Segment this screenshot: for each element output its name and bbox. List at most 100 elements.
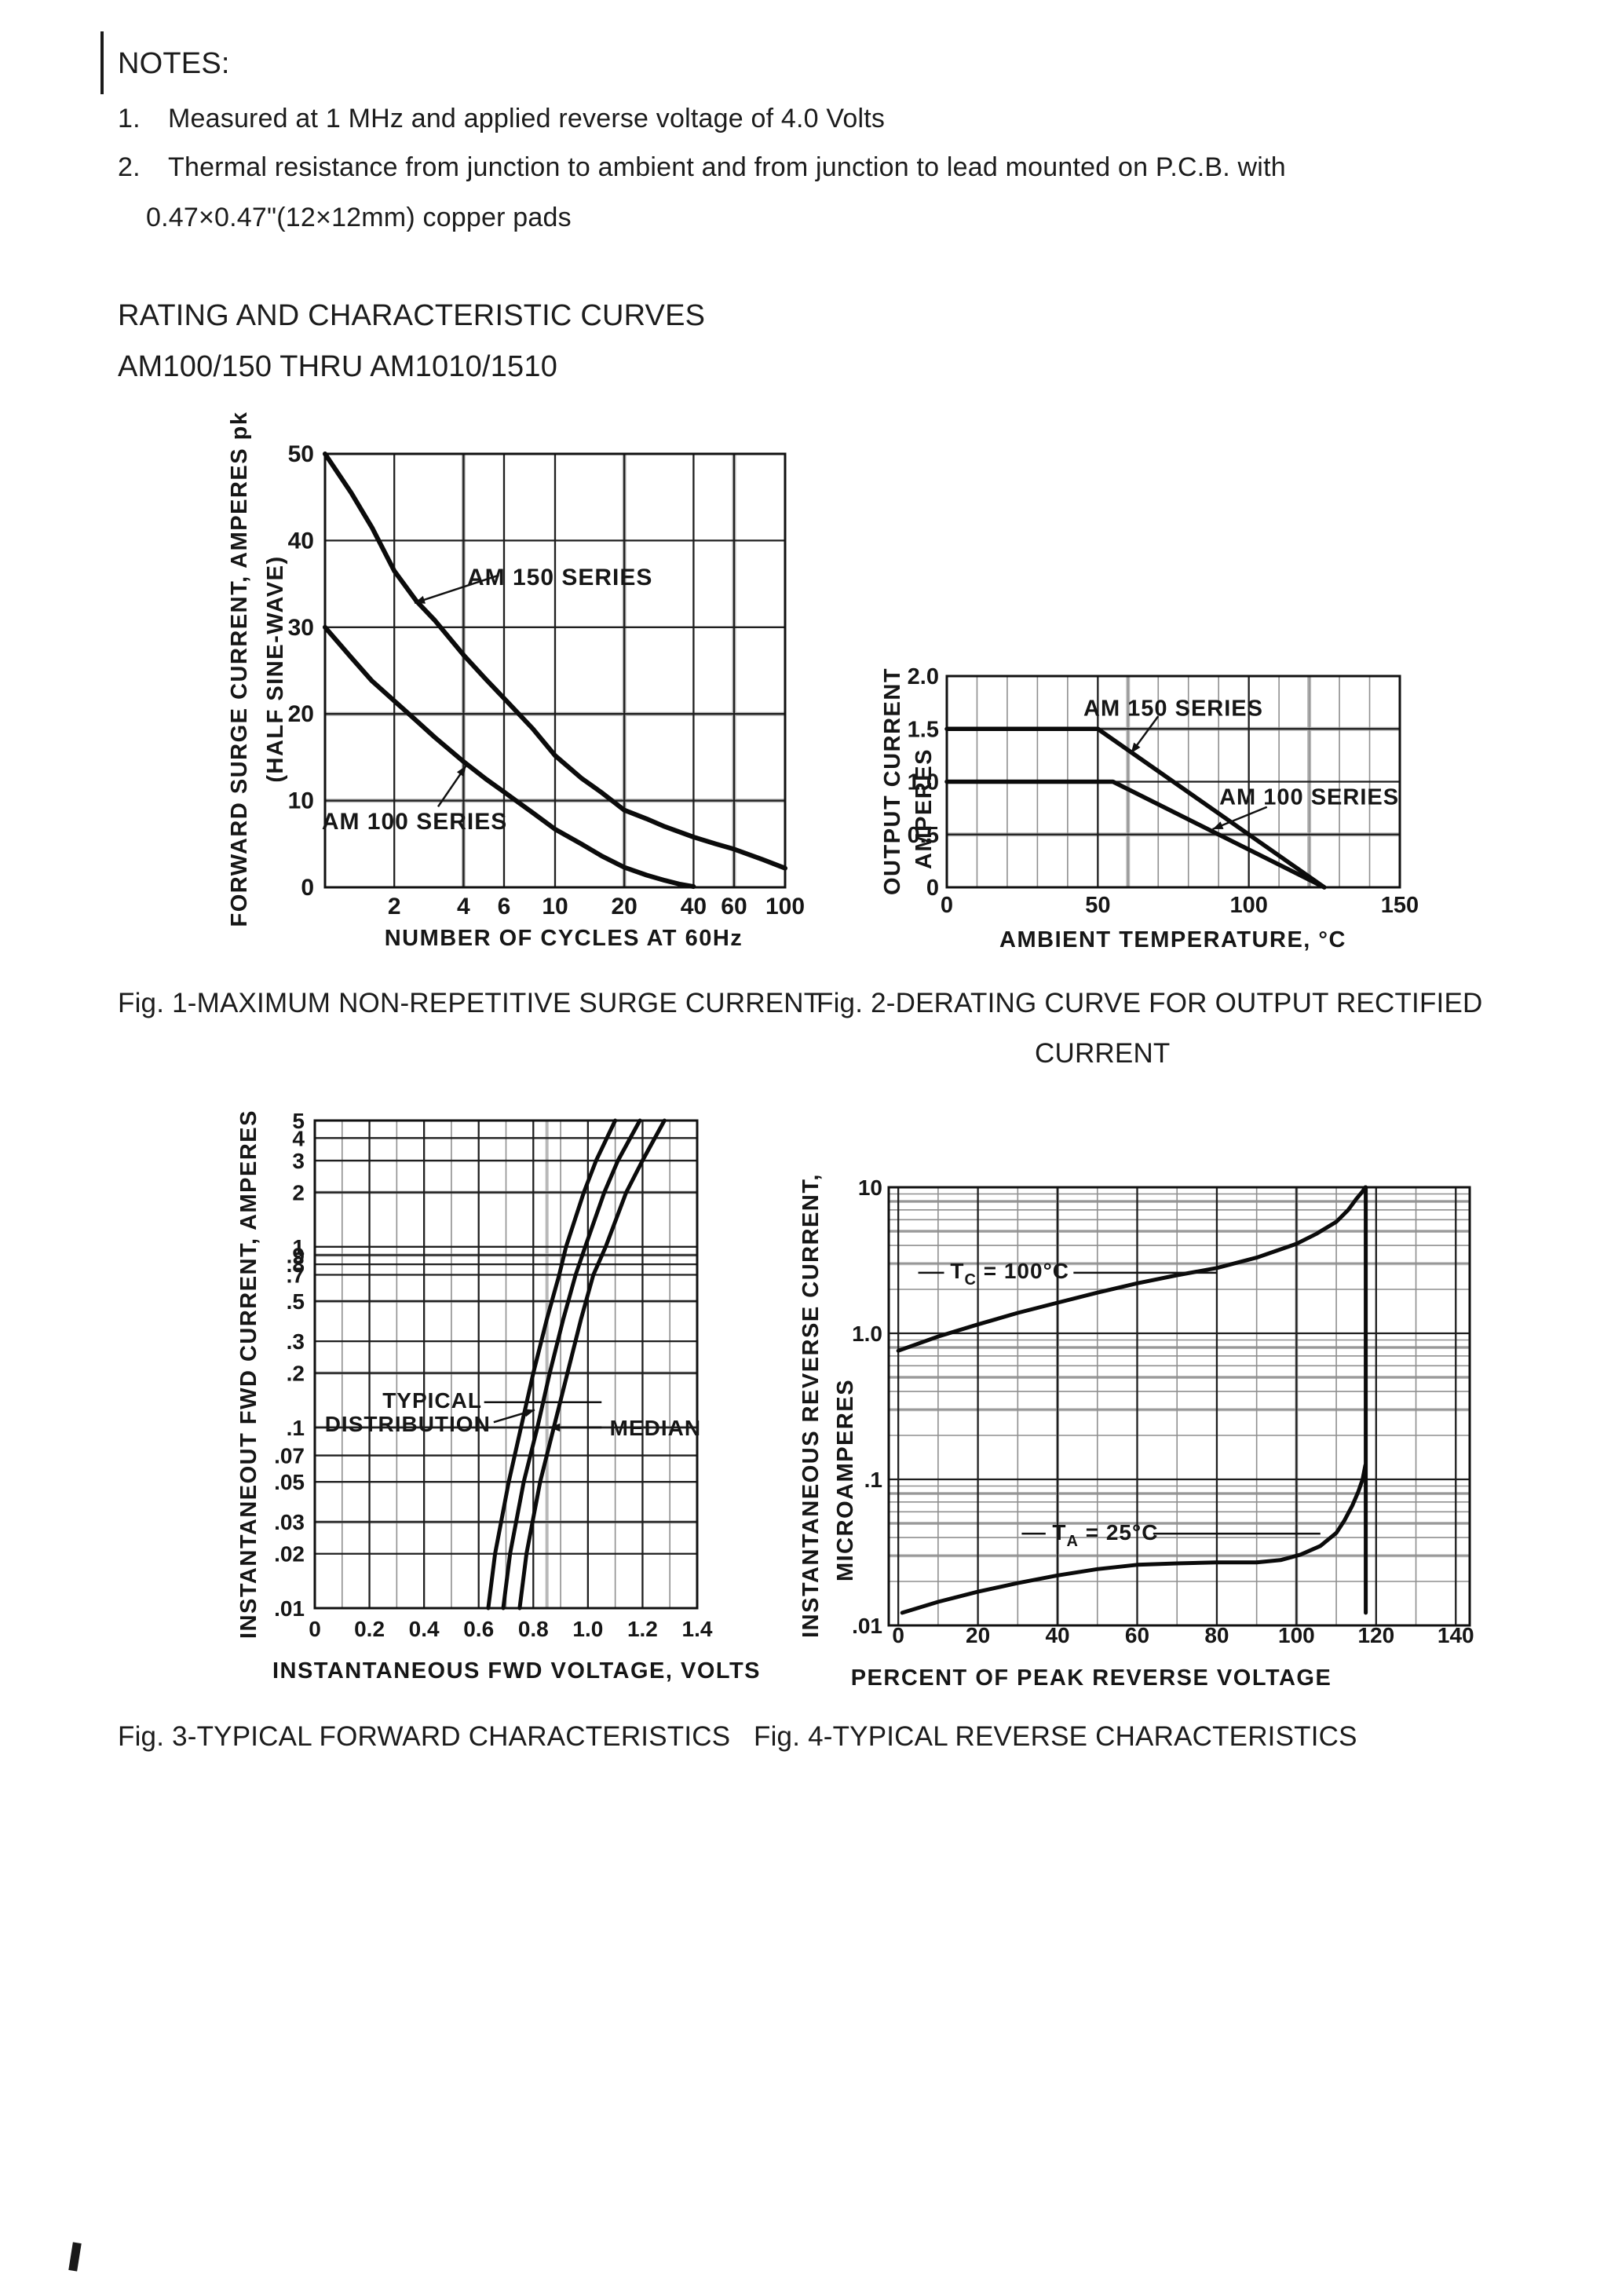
y-axis-label: FORWARD SURGE CURRENT, AMPERES pk — [227, 411, 252, 927]
x-tick-label: 0.8 — [518, 1617, 549, 1641]
y-tick-label: 1.5 — [908, 717, 939, 742]
note-1-text: Measured at 1 MHz and applied reverse vo… — [168, 104, 886, 133]
am-100-series-curve — [944, 779, 1327, 890]
am-150-series-curve — [323, 452, 787, 871]
x-tick-label: 100 — [1229, 893, 1267, 918]
y-tick-label: .9 — [287, 1243, 305, 1267]
notes-heading: NOTES: — [118, 47, 230, 80]
x-tick-label: 20 — [966, 1623, 990, 1647]
y-tick-label: 0 — [301, 875, 314, 901]
y-axis-label: MICROAMPERES — [833, 1379, 858, 1581]
y-tick-label: 1.0 — [908, 770, 939, 795]
x-axis-label: INSTANTANEOUS FWD VOLTAGE, VOLTS — [272, 1658, 761, 1684]
leader-arrowhead-icon — [524, 1409, 535, 1417]
y-tick-label: 10 — [288, 788, 314, 814]
fig2-derating-curve-chart: AM 150 SERIES AM 100 SERIES 0 50 100 150 0 0.5 1… — [880, 664, 1419, 952]
y-tick-label: .05 — [274, 1470, 305, 1494]
chart-annotation: TYPICAL — [382, 1388, 482, 1413]
y-tick-label: 1 — [292, 1235, 305, 1260]
x-tick-label: 60 — [1125, 1623, 1149, 1647]
chart-annotation: TA = 25°C — [1052, 1520, 1158, 1550]
y-axis-label: INSTANTANEOUS REVERSE CURRENT, — [798, 1173, 824, 1638]
y-axis-label: (HALF SINE-WAVE) — [263, 555, 288, 782]
x-tick-label: 0.4 — [409, 1617, 440, 1641]
x-tick-label: 1.0 — [572, 1617, 603, 1641]
note-1-number: 1. — [118, 104, 141, 133]
note-2-text-line1: Thermal resistance from junction to ambi… — [168, 152, 1286, 182]
x-tick-label: 100 — [765, 894, 805, 919]
chart-annotation: TC = 100°C — [950, 1259, 1069, 1289]
y-tick-label: 1.0 — [852, 1322, 882, 1346]
x-axis-label: AMBIENT TEMPERATURE, °C — [999, 927, 1346, 952]
am-100-series-curve — [323, 624, 696, 890]
y-tick-label: 20 — [288, 701, 314, 727]
y-tick-label: .3 — [287, 1329, 305, 1354]
leader-arrowhead-icon — [1212, 821, 1224, 829]
median-curve — [501, 1118, 642, 1610]
y-tick-label: .2 — [287, 1362, 305, 1386]
y-tick-label: 5 — [292, 1109, 305, 1133]
y-tick-label: .01 — [852, 1614, 882, 1638]
fig3-caption: Fig. 3-TYPICAL FORWARD CHARACTERISTICS — [118, 1721, 731, 1752]
chart-annotation: MEDIAN — [610, 1416, 701, 1440]
y-tick-label: 2.0 — [908, 664, 939, 689]
x-tick-label: 120 — [1357, 1623, 1394, 1647]
y-tick-label: .8 — [287, 1252, 305, 1277]
distribution-low-curve — [486, 1118, 618, 1610]
leader-arrowhead-icon — [456, 766, 466, 777]
chart-annotation: AM 150 SERIES — [467, 565, 652, 590]
chart-annotation: AM 150 SERIES — [1083, 696, 1263, 721]
y-tick-label: 50 — [288, 441, 314, 467]
y-tick-label: .7 — [287, 1263, 305, 1287]
distribution-high-curve — [517, 1118, 667, 1610]
y-tick-label: 0.5 — [908, 823, 939, 848]
fig1-caption: Fig. 1-MAXIMUM NON-REPETITIVE SURGE CURR… — [118, 988, 821, 1018]
leader-arrowhead-icon — [415, 595, 426, 604]
y-tick-label: 10 — [858, 1175, 882, 1200]
x-tick-label: 1.4 — [682, 1617, 713, 1641]
y-tick-label: .01 — [274, 1596, 305, 1621]
leader-arrowhead-icon — [1131, 742, 1141, 754]
x-tick-label: 0.2 — [354, 1617, 385, 1641]
chart-annotation: DISTRIBUTION — [325, 1412, 491, 1436]
x-tick-label: 4 — [457, 894, 470, 919]
x-tick-label: 40 — [681, 894, 707, 919]
note-item-2: 2. Thermal resistance from junction to am… — [118, 151, 1286, 185]
y-axis-label: AMPERES — [911, 748, 937, 869]
x-tick-label: 2 — [388, 894, 401, 919]
y-tick-label: .07 — [274, 1444, 305, 1468]
y-tick-label: 30 — [288, 615, 314, 641]
leader-arrowhead-icon — [550, 1423, 561, 1432]
x-tick-label: 20 — [612, 894, 637, 919]
scan-edge-artifact — [100, 31, 104, 94]
y-tick-label: .1 — [864, 1468, 882, 1492]
y-tick-label: 0 — [926, 876, 939, 901]
y-tick-label: 2 — [292, 1181, 305, 1205]
am-150-series-curve — [944, 726, 1327, 890]
x-tick-label: 100 — [1278, 1623, 1315, 1647]
x-tick-label: 60 — [721, 894, 747, 919]
ta-25c-curve — [900, 1463, 1368, 1615]
x-tick-label: 0 — [941, 893, 953, 918]
x-axis-label: PERCENT OF PEAK REVERSE VOLTAGE — [851, 1665, 1332, 1691]
chart-annotation: AM 100 SERIES — [322, 809, 507, 835]
y-axis-label: INSTANTANEOUT FWD CURRENT, AMPERES — [236, 1110, 261, 1639]
fig2-caption-line2: CURRENT — [1035, 1038, 1171, 1069]
fig4-reverse-characteristics-chart: TC = 100°C TA = 25°C 0 20 40 60 80 100 120 140 10 1… — [798, 1173, 1474, 1691]
x-axis-label: NUMBER OF CYCLES AT 60Hz — [385, 926, 743, 951]
x-tick-label: 1.2 — [627, 1617, 658, 1641]
x-tick-label: 6 — [498, 894, 511, 919]
y-tick-label: 3 — [292, 1149, 305, 1173]
fig2-caption-line1: Fig. 2-DERATING CURVE FOR OUTPUT RECTIFI… — [816, 988, 1483, 1018]
note-item-2-continuation: 0.47×0.47"(12×12mm) copper pads — [146, 203, 572, 232]
x-tick-label: 140 — [1438, 1623, 1474, 1647]
x-tick-label: 50 — [1085, 893, 1110, 918]
y-tick-label: .5 — [287, 1289, 305, 1314]
x-tick-label: 80 — [1204, 1623, 1229, 1647]
y-axis-label: OUTPUT CURRENT — [880, 667, 905, 895]
x-tick-label: 40 — [1045, 1623, 1069, 1647]
note-item-1: 1. Measured at 1 MHz and applied reverse … — [118, 102, 885, 136]
y-tick-label: .03 — [274, 1510, 305, 1534]
